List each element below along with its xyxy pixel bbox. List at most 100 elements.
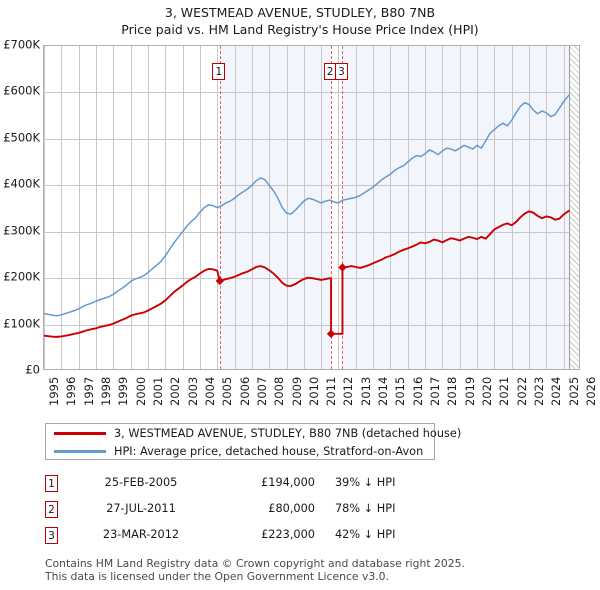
x-tick-label: 1998 [98,376,113,406]
x-tick-label: 2001 [150,376,165,406]
transaction-hpi-delta-1: 39% ↓ HPI [335,476,396,489]
transaction-date-2: 27-JUL-2011 [106,502,176,515]
shaded-band [219,46,332,369]
gridline-vertical [304,46,305,369]
gridline-vertical [287,46,288,369]
series-line [44,209,570,338]
legend-swatch-hpi [54,450,106,453]
y-tick-label: £700K [3,37,40,52]
x-tick-label: 2009 [289,376,304,406]
legend-swatch-property [54,432,106,435]
legend-label-hpi: HPI: Average price, detached house, Stra… [114,445,424,458]
x-tick-label: 2024 [549,376,564,406]
gridline-vertical [564,46,565,369]
transaction-date-3: 23-MAR-2012 [102,528,180,541]
gridline-vertical [529,46,530,369]
gridline-vertical [235,46,236,369]
event-marker-line-1 [219,46,221,369]
transaction-price-3: £223,000 [261,528,315,541]
x-tick-label: 2000 [133,376,148,406]
gridline-vertical [200,46,201,369]
event-marker-line-2 [331,46,333,369]
y-axis-labels: £0 £100K £200K £300K £400K £500K £600K £700K [0,0,43,420]
x-tick-label: 2003 [185,376,200,406]
transaction-price-1: £194,000 [261,476,315,489]
x-tick-label: 2004 [202,376,217,406]
x-tick-label: 2014 [376,376,391,406]
event-marker-line-3 [342,46,344,369]
gridline-vertical [460,46,461,369]
y-tick-label: £0 [25,362,40,377]
x-tick-label: 2008 [272,376,287,406]
gridline-vertical [252,46,253,369]
legend-item-property: 3, WESTMEAD AVENUE, STUDLEY, B80 7NB (de… [46,425,461,442]
table-row: 3 23-MAR-2012 £223,000 42% ↓ HPI [45,524,465,550]
gridline-vertical [183,46,184,369]
y-tick-label: £200K [3,269,40,284]
table-row: 2 27-JUL-2011 £80,000 78% ↓ HPI [45,498,465,524]
gridline-vertical [321,46,322,369]
gridline-vertical [373,46,374,369]
gridline-horizontal [44,232,579,233]
gridline-horizontal [44,185,579,186]
x-tick-label: 2020 [480,376,495,406]
transaction-index-3: 3 [45,527,58,544]
gridline-horizontal [44,92,579,93]
transaction-date-1: 25-FEB-2005 [104,476,178,489]
x-tick-label: 2007 [254,376,269,406]
gridline-vertical [512,46,513,369]
transaction-price-2: £80,000 [268,502,315,515]
gridline-vertical [96,46,97,369]
x-tick-label: 2019 [462,376,477,406]
gridline-vertical [546,46,547,369]
gridline-vertical [165,46,166,369]
event-marker-box-1[interactable]: 1 [212,63,226,80]
page-title: 3, WESTMEAD AVENUE, STUDLEY, B80 7NB Pri… [0,4,600,38]
transaction-hpi-delta-2: 78% ↓ HPI [335,502,396,515]
x-tick-label: 2022 [514,376,529,406]
gridline-vertical [390,46,391,369]
gridline-vertical [442,46,443,369]
y-tick-label: £600K [3,83,40,98]
x-tick-label: 2021 [497,376,512,406]
gridline-vertical [148,46,149,369]
gridline-vertical [408,46,409,369]
x-axis-labels: 1995 1996 1997 1998 1999 2000 2001 2002 2003 2004… [0,374,600,420]
x-tick-label: 2018 [445,376,460,406]
x-tick-label: 2016 [410,376,425,406]
gridline-horizontal [44,325,579,326]
transaction-point-3 [338,263,347,272]
x-tick-label: 2005 [220,376,235,406]
x-tick-label: 2013 [358,376,373,406]
gridline-vertical [338,46,339,369]
x-tick-label: 2025 [566,376,581,406]
x-tick-label: 2002 [168,376,183,406]
legend-label-property: 3, WESTMEAD AVENUE, STUDLEY, B80 7NB (de… [114,427,462,440]
transaction-point-2 [326,329,336,339]
event-marker-box-2[interactable]: 2 [323,63,337,80]
event-marker-box-3[interactable]: 3 [334,63,348,80]
x-tick-label: 2017 [428,376,443,406]
future-hatched-region [568,46,579,369]
transactions-table: 1 25-FEB-2005 £194,000 39% ↓ HPI 2 27-JU… [45,472,465,550]
y-tick-label: £300K [3,222,40,237]
gridline-vertical [425,46,426,369]
footer-attribution: Contains HM Land Registry data © Crown c… [45,557,585,583]
gridline-vertical [44,46,45,369]
gridline-vertical [477,46,478,369]
gridline-vertical [61,46,62,369]
series-layer [44,94,570,339]
x-tick-label: 2011 [324,376,339,406]
footer-line-2: This data is licensed under the Open Gov… [45,570,389,583]
x-tick-label: 1995 [47,376,61,406]
legend-item-hpi: HPI: Average price, detached house, Stra… [46,443,434,460]
x-tick-label: 1999 [116,376,131,406]
transaction-index-2: 2 [45,501,58,518]
x-tick-label: 2026 [584,376,598,406]
gridline-vertical [356,46,357,369]
y-tick-label: £500K [3,130,40,145]
series-line [44,94,570,317]
y-tick-label: £100K [3,315,40,330]
x-tick-label: 1997 [81,376,96,406]
